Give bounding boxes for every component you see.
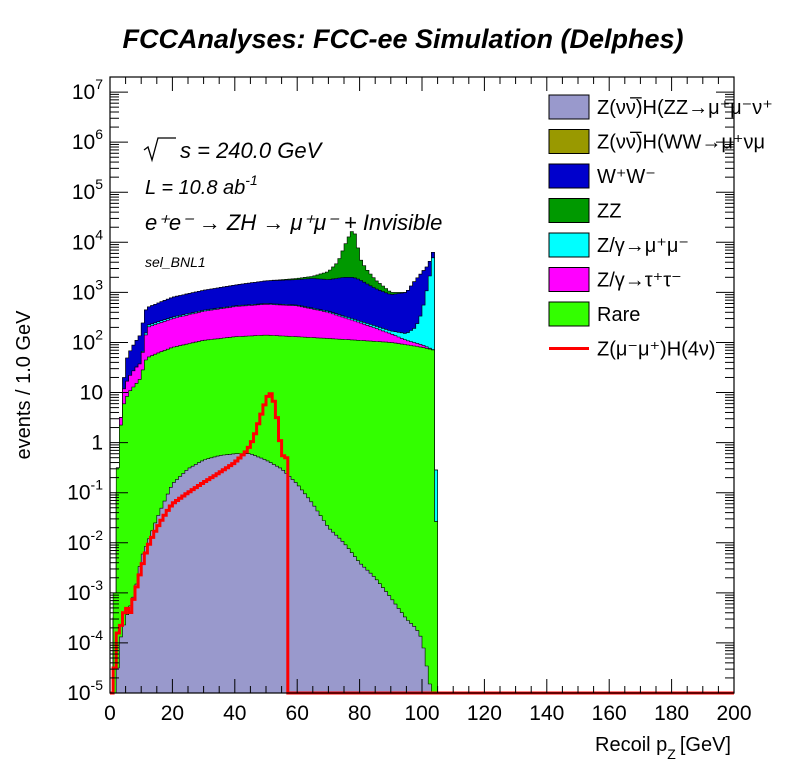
x-tick-label: 160 [592,702,627,725]
sqrt-s-text: s = 240.0 GeV [180,138,324,163]
chart-title: FCCAnalyses: FCC-ee Simulation (Delphes) [122,24,683,54]
sqrt-s-annotation: s = 240.0 GeV [143,137,324,163]
y-tick-label: 103 [72,276,103,304]
x-tick-label: 100 [404,702,439,725]
y-tick-label: 10-1 [67,477,103,505]
x-axis-label-main: Recoil p [595,734,667,756]
x-tick-label: 80 [348,702,371,725]
legend-swatch [548,232,590,258]
legend-swatch [548,301,590,327]
x-axis-label-unit: [GeV] [680,734,731,756]
y-tick-label: 102 [72,326,103,354]
y-tick-label: 10-3 [67,577,103,605]
axis-ticks: 0 20 40 60 80 100 120 140 160 180 200 107 106 105 104 1… [67,76,751,725]
y-tick-label: 107 [72,76,103,104]
histogram-stack [110,231,734,694]
legend-label: Z/γ→μ⁺μ⁻ [597,235,689,257]
x-tick-label: 140 [529,702,564,725]
x-tick-label: 180 [654,702,689,725]
legend-label: Rare [597,304,640,326]
legend-label: Z(νν̅)H(WW→μ⁺νμ [597,131,765,154]
y-tick-label: 106 [72,126,103,154]
y-tick-label: 105 [72,176,103,204]
legend-swatch [548,267,590,292]
legend-label: Z(μ⁻μ⁺)H(4ν) [597,339,716,361]
x-axis-label: Recoil pZ [GeV] [595,734,731,762]
lumi-exponent: -1 [245,172,257,188]
legend-swatch [548,94,590,120]
x-tick-label: 200 [716,702,751,725]
x-tick-label: 120 [467,702,502,725]
legend-label: W⁺W⁻ [597,166,656,188]
lumi-annotation: L = 10.8 ab-1 [145,172,258,199]
y-tick-label: 10-2 [67,527,103,555]
y-tick-label: 1 [91,432,103,455]
y-axis-label: events / 1.0 GeV [13,310,35,460]
y-tick-label: 10-5 [67,677,103,705]
legend: Z(νν̅)H(ZZ→μ⁺μ⁻ν⁺ Z(νν̅)H(WW→μ⁺νμ W⁺W⁻ ZZ Z/… [548,94,773,361]
selection-annotation: sel_BNL1 [145,254,206,270]
legend-swatch [548,129,590,154]
process-annotation: e⁺e⁻ → ZH → μ⁺μ⁻ + Invisible [145,210,442,235]
x-tick-label: 0 [104,702,116,725]
x-tick-label: 20 [161,702,184,725]
legend-label: Z/γ→τ⁺τ⁻ [597,270,682,292]
y-tick-label: 10 [80,382,103,405]
x-tick-label: 40 [223,702,246,725]
x-axis-label-sub: Z [667,746,676,762]
legend-swatch [548,163,590,189]
x-tick-label: 60 [286,702,309,725]
lumi-text: L = 10.8 ab [145,177,245,199]
y-tick-label: 10-4 [67,627,103,655]
y-tick-label: 104 [72,226,103,254]
legend-label: Z(νν̅)H(ZZ→μ⁺μ⁻ν⁺ [597,96,773,119]
legend-swatch [548,198,590,223]
legend-label: ZZ [597,201,621,223]
